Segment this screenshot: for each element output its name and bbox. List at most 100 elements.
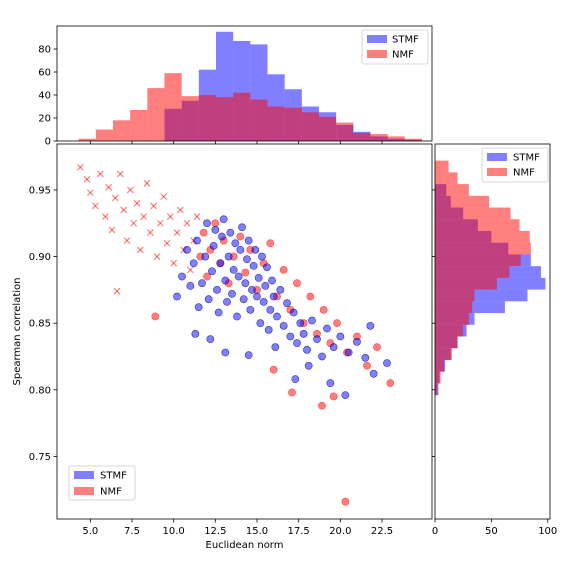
top-histogram-y-ticks: 0 20 40 60 80 xyxy=(38,45,57,148)
stmf-point xyxy=(299,329,308,338)
stmf-point xyxy=(216,259,225,268)
stmf-point xyxy=(238,223,246,232)
right-hist-bar-nmf xyxy=(435,254,521,267)
stmf-point xyxy=(336,332,345,341)
stmf-point xyxy=(313,335,321,344)
stmf-point xyxy=(228,289,236,298)
stmf-point xyxy=(183,246,191,254)
stmf-point xyxy=(279,321,288,330)
scatter-legend-stmf-label: STMF xyxy=(100,471,127,482)
stmf-point xyxy=(218,232,226,241)
stmf-point xyxy=(344,348,353,357)
nmf-point xyxy=(203,272,211,281)
nmf-point xyxy=(105,183,113,191)
top-histogram-frame xyxy=(56,25,433,142)
nmf-point xyxy=(241,268,250,277)
stmf-point xyxy=(249,261,258,270)
stmf-point xyxy=(186,281,195,290)
scatter-legend-nmf-label: NMF xyxy=(100,487,122,498)
right-hist-bar-nmf xyxy=(435,207,511,220)
nmf-point xyxy=(113,287,121,295)
scatter-x-tick-label: 5.0 xyxy=(82,526,98,537)
right-histogram-frame xyxy=(434,143,551,520)
scatter-plot: 5.0 7.5 10.0 12.5 15.0 17.5 20.0 22.5 0.75 0.80 0… xyxy=(12,143,433,551)
right-hist-bar-nmf xyxy=(435,230,530,243)
stmf-point xyxy=(226,228,235,237)
right-hist-bar-nmf xyxy=(435,277,498,290)
top-hist-bar-nmf xyxy=(130,109,148,141)
stmf-point xyxy=(341,391,350,400)
top-hist-bar-nmf xyxy=(267,106,285,141)
stmf-point xyxy=(194,303,203,312)
stmf-point xyxy=(261,281,270,290)
stmf-point xyxy=(353,337,361,346)
right-hist-bar-nmf xyxy=(435,348,452,360)
nmf-point xyxy=(140,213,148,221)
nmf-point xyxy=(101,213,109,221)
stmf-point xyxy=(178,272,186,281)
stmf-point xyxy=(291,375,300,384)
right-hist-bar-nmf xyxy=(435,242,531,255)
stmf-point xyxy=(198,279,206,288)
scatter-y-tick-label: 0.75 xyxy=(29,452,51,463)
scatter-x-tick-label: 10.0 xyxy=(163,526,185,537)
stmf-point xyxy=(383,359,391,368)
nmf-point xyxy=(116,170,124,178)
nmf-point xyxy=(288,388,296,397)
scatter-y-tick-label: 0.80 xyxy=(29,385,51,396)
nmf-point xyxy=(120,206,128,214)
stmf-point xyxy=(208,267,216,276)
top-histogram: 0 20 40 60 80 STMF NMF xyxy=(38,25,433,148)
stmf-point xyxy=(173,292,181,301)
top-hist-bar-nmf xyxy=(404,138,422,141)
stmf-point xyxy=(244,351,253,360)
stmf-point xyxy=(266,305,275,314)
stmf-point xyxy=(213,285,221,294)
top-hist-y-tick-label: 0 xyxy=(45,137,51,148)
nmf-point xyxy=(211,219,220,228)
stmf-point xyxy=(221,276,230,285)
nmf-point xyxy=(199,228,208,237)
right-histogram-legend: STMF NMF xyxy=(481,147,549,183)
stmf-point xyxy=(236,246,245,254)
stmf-point xyxy=(283,299,291,308)
stmf-point xyxy=(361,353,370,362)
right-legend-nmf-label: NMF xyxy=(513,168,535,179)
nmf-point xyxy=(193,213,201,221)
nmf-point xyxy=(166,213,174,221)
nmf-point xyxy=(146,229,154,237)
stmf-point xyxy=(243,255,251,264)
stmf-point xyxy=(239,295,248,304)
top-legend-stmf-label: STMF xyxy=(392,35,419,46)
nmf-point xyxy=(130,219,138,227)
stmf-point xyxy=(264,325,273,334)
stmf-point xyxy=(289,308,298,317)
scatter-x-ticks: 5.0 7.5 10.0 12.5 15.0 17.5 20.0 22.5 xyxy=(82,519,393,537)
nmf-point xyxy=(173,229,181,237)
top-hist-y-tick-label: 80 xyxy=(38,45,51,56)
right-histogram-y-ticks xyxy=(431,189,435,457)
top-hist-bar-nmf xyxy=(95,129,113,141)
stmf-point xyxy=(251,246,260,254)
stmf-point xyxy=(326,379,335,388)
right-hist-bar-nmf xyxy=(435,289,475,302)
top-hist-bar-nmf xyxy=(78,138,96,141)
scatter-x-tick-label: 20.0 xyxy=(329,526,351,537)
right-hist-bar-nmf xyxy=(435,184,469,196)
right-hist-bar-stmf xyxy=(435,289,528,302)
scatter-y-tick-label: 0.85 xyxy=(29,319,51,330)
stmf-point xyxy=(204,295,213,304)
nmf-point xyxy=(151,312,160,321)
stmf-point xyxy=(271,343,280,352)
stmf-point xyxy=(214,308,223,317)
nmf-point xyxy=(236,232,245,241)
top-hist-bar-nmf xyxy=(370,134,388,141)
stmf-point xyxy=(308,316,316,325)
right-hist-bar-nmf xyxy=(435,172,458,185)
stmf-point xyxy=(258,252,266,261)
scatter-y-tick-label: 0.90 xyxy=(29,252,51,263)
top-hist-bar-nmf xyxy=(353,132,371,141)
right-hist-bar-nmf xyxy=(435,371,441,384)
stmf-point xyxy=(318,352,326,361)
